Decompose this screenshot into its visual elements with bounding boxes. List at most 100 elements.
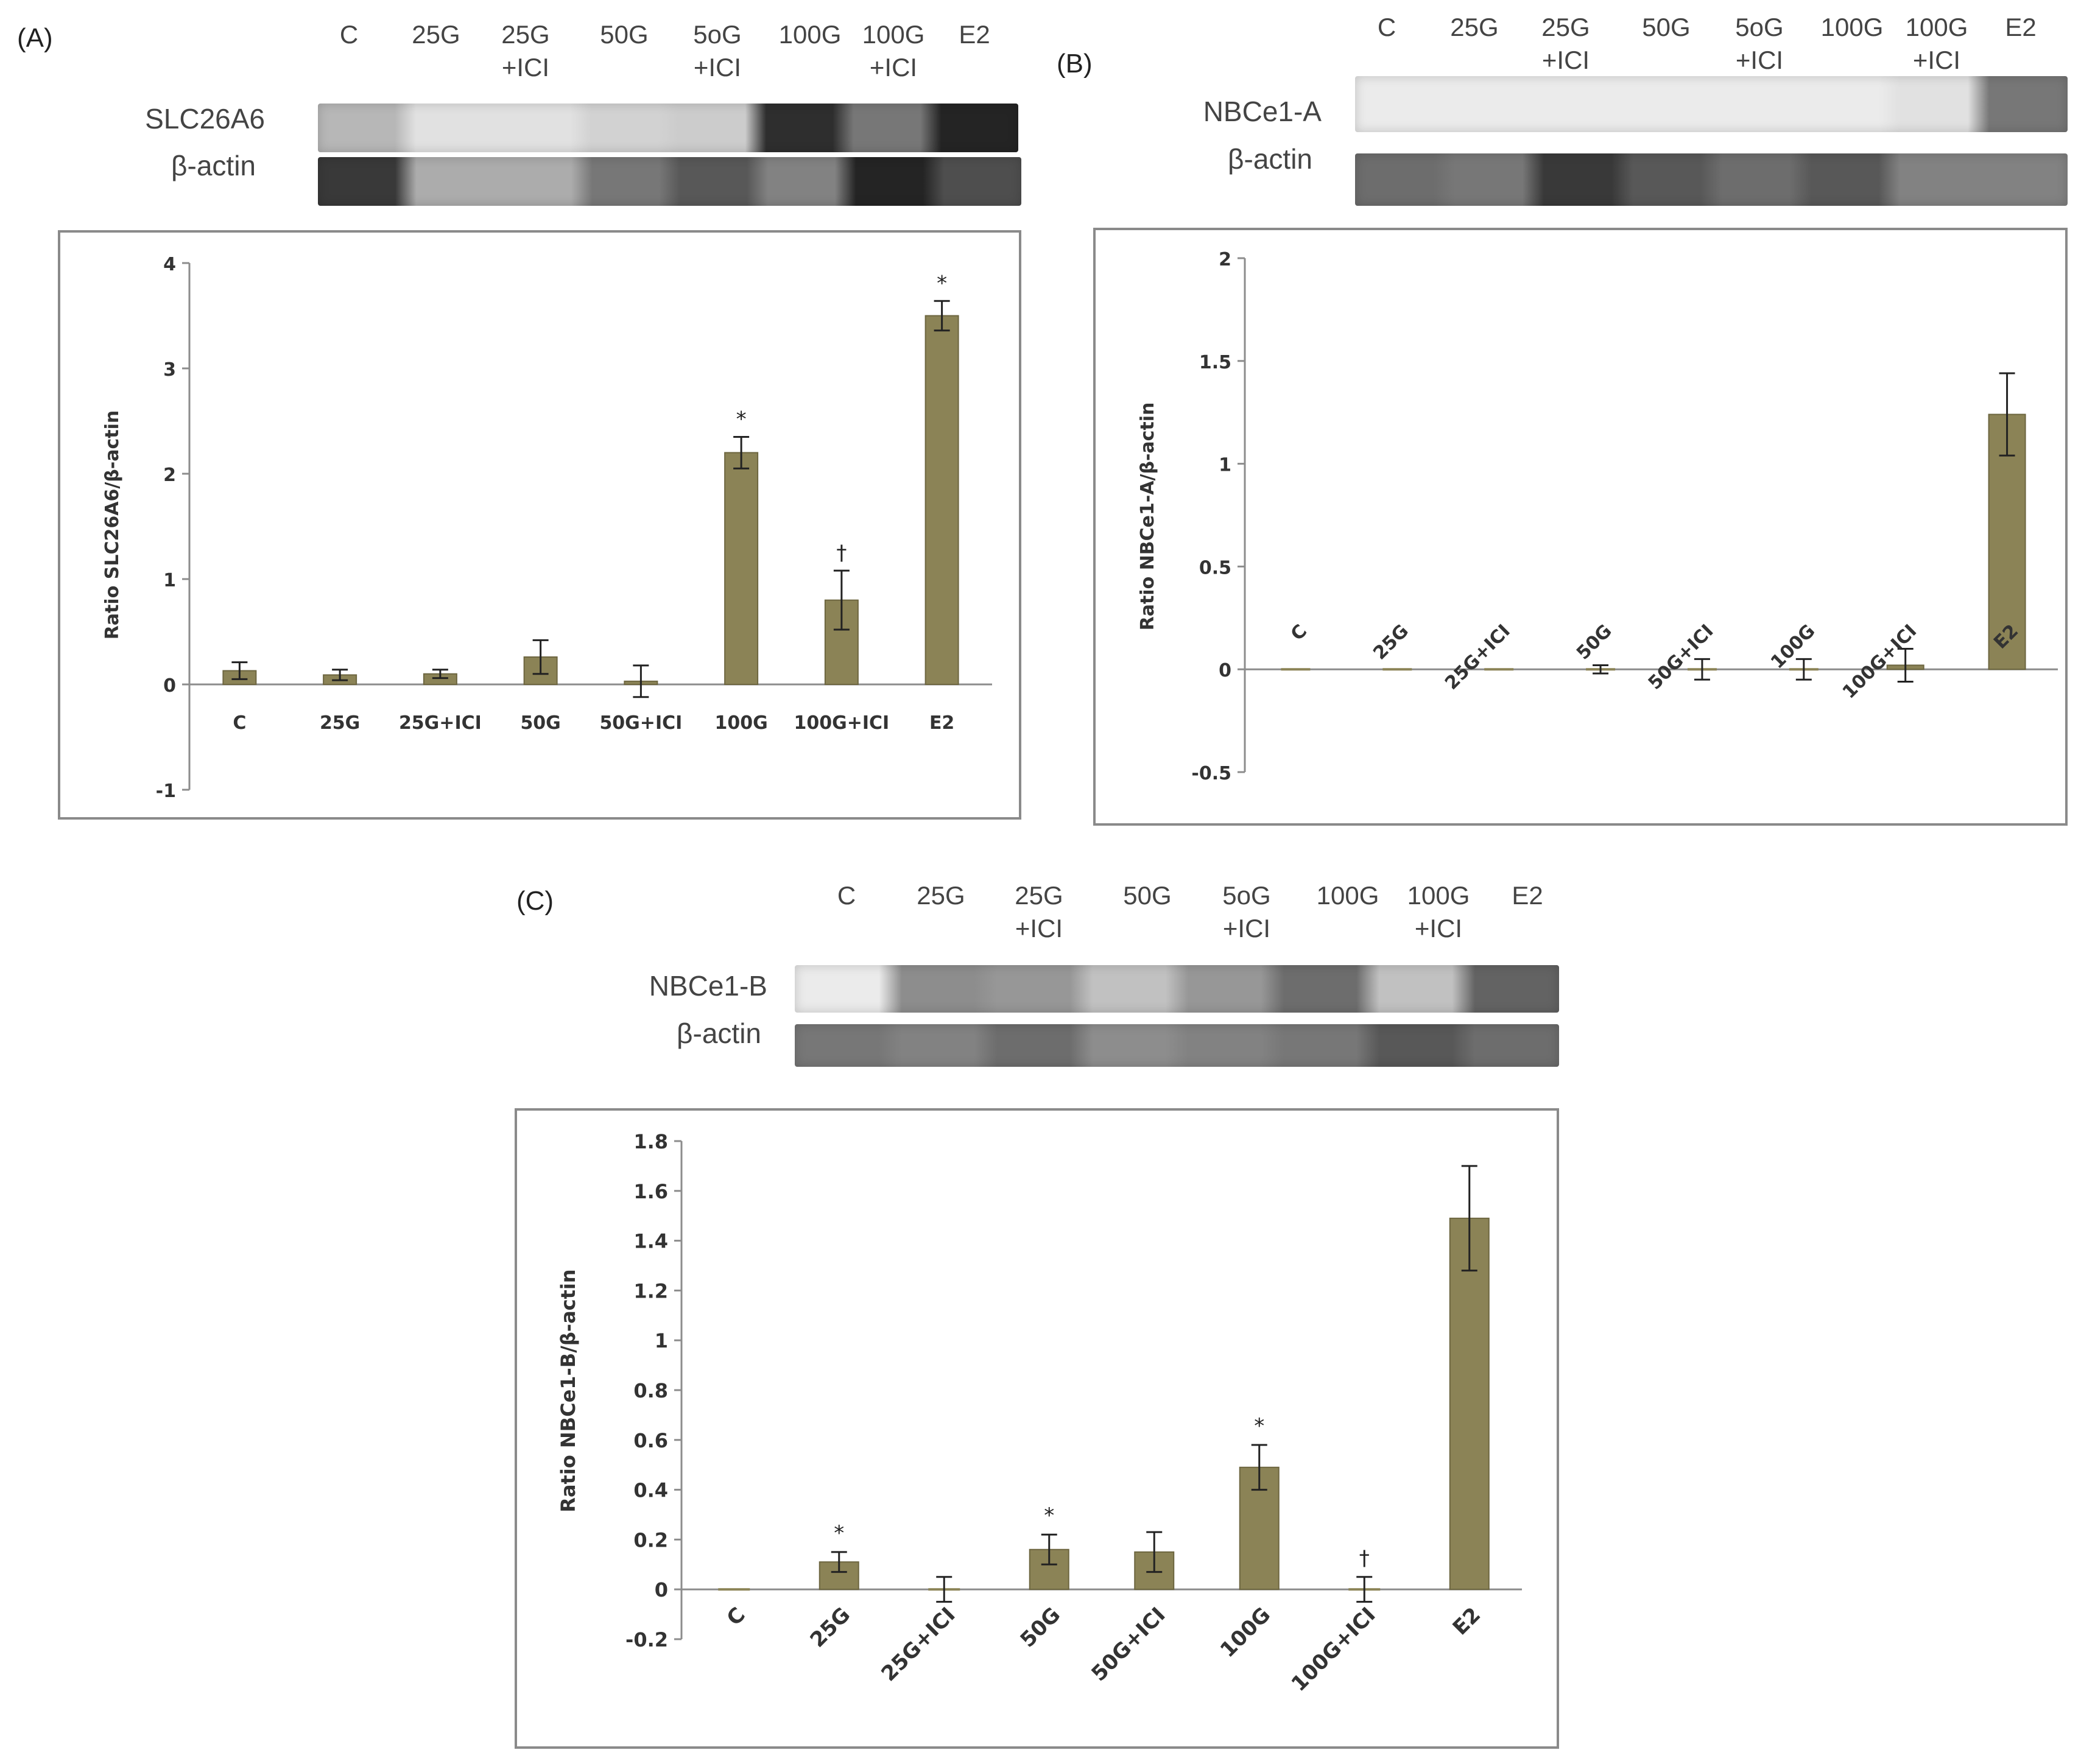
lane-label: 25G — [1432, 11, 1517, 44]
lane-label: 5oG +ICI — [675, 18, 760, 84]
x-category-label: E2 — [1448, 1603, 1485, 1640]
y-axis-title: Ratio SLC26A6/β-actin — [102, 410, 123, 640]
lane-label-line: 100G — [1316, 881, 1379, 910]
panel-c-chart-svg: -0.2 0 0.2 0.4 0.6 0.8 1 1.2 1.4 1.6 1.8 C * 25G 25G+I… — [557, 1130, 1522, 1696]
lane-label-line: 25G — [1015, 881, 1063, 910]
lane-label: 25G +ICI — [1523, 11, 1608, 77]
x-category-label: 50G+ICI — [1086, 1603, 1170, 1686]
panel-a-band-2-name: β-actin — [171, 150, 256, 181]
y-tick-label: 1.2 — [633, 1279, 668, 1302]
y-tick-label: 0 — [1219, 660, 1231, 681]
panel-a-chart-svg: -1 0 1 2 3 4 C 25G 25G+ICI 50G 50G+ICI * 100G † 100G+I… — [102, 254, 992, 802]
bar — [1449, 1217, 1490, 1590]
lane-label-line: C — [1377, 13, 1396, 41]
lane-label-line: +ICI — [1414, 914, 1463, 943]
lane-label-line: 100G — [1905, 13, 1968, 41]
lane-label: 100G — [1809, 11, 1895, 44]
lane-label: 25G +ICI — [996, 879, 1082, 945]
lane-label: E2 — [1978, 11, 2063, 44]
lane-label: 5oG +ICI — [1717, 11, 1802, 77]
x-category-label: E2 — [929, 712, 954, 734]
lane-label-line: +ICI — [1541, 46, 1590, 74]
panel-c-band-2-name: β-actin — [677, 1017, 761, 1049]
lane-label: 5oG +ICI — [1204, 879, 1289, 945]
lane-label: 25G — [393, 18, 479, 51]
lane-label-line: +ICI — [1015, 914, 1063, 943]
significance-marker: † — [1359, 1546, 1370, 1570]
lane-label: 100G — [767, 18, 853, 51]
lane-label-line: 25G — [917, 881, 965, 910]
y-tick-label: 1 — [163, 570, 176, 591]
significance-marker: * — [834, 1521, 844, 1545]
y-tick-label: 1 — [1219, 455, 1231, 476]
x-category-label: 100G — [1767, 620, 1819, 673]
significance-marker: † — [836, 541, 847, 565]
lane-label: 25G +ICI — [483, 18, 568, 84]
panel-c-chart: -0.2 0 0.2 0.4 0.6 0.8 1 1.2 1.4 1.6 1.8 C * 25G 25G+I… — [515, 1108, 1559, 1749]
panel-a-band-1-name: SLC26A6 — [145, 103, 265, 135]
lane-label: 100G — [1305, 879, 1390, 912]
lane-label: E2 — [932, 18, 1017, 51]
lane-label: 100G +ICI — [1396, 879, 1481, 945]
lane-label-line: 5oG — [1222, 881, 1271, 910]
lane-label: 100G +ICI — [851, 18, 936, 84]
lane-label-line: E2 — [1512, 881, 1543, 910]
y-tick-label: 2 — [163, 465, 176, 486]
lane-label-line: C — [837, 881, 856, 910]
lane-label: 100G +ICI — [1894, 11, 1979, 77]
x-category-label: 25G+ICI — [876, 1603, 960, 1686]
panel-a-chart: -1 0 1 2 3 4 C 25G 25G+ICI 50G 50G+ICI * 100G † 100G+I… — [58, 230, 1021, 820]
x-category-label: 25G — [1369, 620, 1413, 664]
y-tick-label: 1 — [655, 1329, 668, 1352]
lane-label-line: 25G — [412, 20, 460, 49]
lane-label: C — [804, 879, 889, 912]
lane-label-line: +ICI — [869, 53, 918, 82]
significance-marker: * — [736, 407, 747, 431]
y-tick-label: 4 — [163, 254, 176, 275]
y-tick-label: 0.4 — [633, 1479, 668, 1502]
x-category-label: 50G — [1016, 1603, 1065, 1652]
lane-label-line: 25G — [1541, 13, 1590, 41]
lane-label: 50G — [1105, 879, 1190, 912]
bar — [924, 315, 959, 685]
lane-label: C — [306, 18, 392, 51]
lane-label-line: +ICI — [1912, 46, 1961, 74]
lane-label: C — [1344, 11, 1429, 44]
panel-c-band-1-name: NBCe1-B — [649, 970, 767, 1002]
x-category-label: C — [1287, 620, 1311, 645]
panel-b-chart: -0.5 0 0.5 1 1.5 2 C 25G 25G+ICI 50G 50G+ICI 100G 10… — [1093, 228, 2068, 826]
y-tick-label: -0.5 — [1191, 763, 1231, 784]
lane-label: E2 — [1485, 879, 1570, 912]
panel-b-blot-actin — [1355, 153, 2068, 206]
panel-a-blot-target — [318, 104, 1018, 152]
x-category-label: C — [233, 712, 246, 734]
lane-label: 50G — [582, 18, 667, 51]
x-category-label: 50G — [520, 712, 560, 734]
x-category-label: 25G+ICI — [399, 712, 482, 734]
significance-marker: * — [937, 271, 947, 295]
lane-label-line: 100G — [1407, 881, 1470, 910]
lane-label-line: 25G — [1450, 13, 1499, 41]
x-category-label: 100G+ICI — [794, 712, 890, 734]
x-category-label: 50G — [1572, 620, 1616, 664]
y-tick-label: -0.2 — [625, 1628, 668, 1651]
y-tick-label: 0 — [163, 675, 176, 697]
lane-label-line: 25G — [501, 20, 550, 49]
y-tick-label: 1.4 — [633, 1230, 668, 1253]
y-tick-label: 2 — [1219, 249, 1231, 270]
y-tick-label: 0 — [655, 1578, 668, 1601]
panel-a-label: (A) — [17, 23, 53, 53]
y-tick-label: 3 — [163, 359, 176, 381]
panel-c-label: (C) — [516, 886, 554, 916]
x-category-label: 100G — [1216, 1603, 1275, 1662]
y-tick-label: 1.8 — [633, 1130, 668, 1153]
significance-marker: * — [1044, 1503, 1054, 1528]
lane-label-line: 5oG — [1735, 13, 1784, 41]
y-axis-title: Ratio NBCe1-B/β-actin — [557, 1269, 580, 1512]
x-category-label: 25G — [320, 712, 360, 734]
panel-b-band-2-name: β-actin — [1228, 143, 1312, 175]
lane-label-line: 100G — [1820, 13, 1884, 41]
y-tick-label: 0.8 — [633, 1379, 668, 1402]
x-category-label: 50G+ICI — [1644, 620, 1718, 694]
lane-label-line: E2 — [959, 20, 990, 49]
